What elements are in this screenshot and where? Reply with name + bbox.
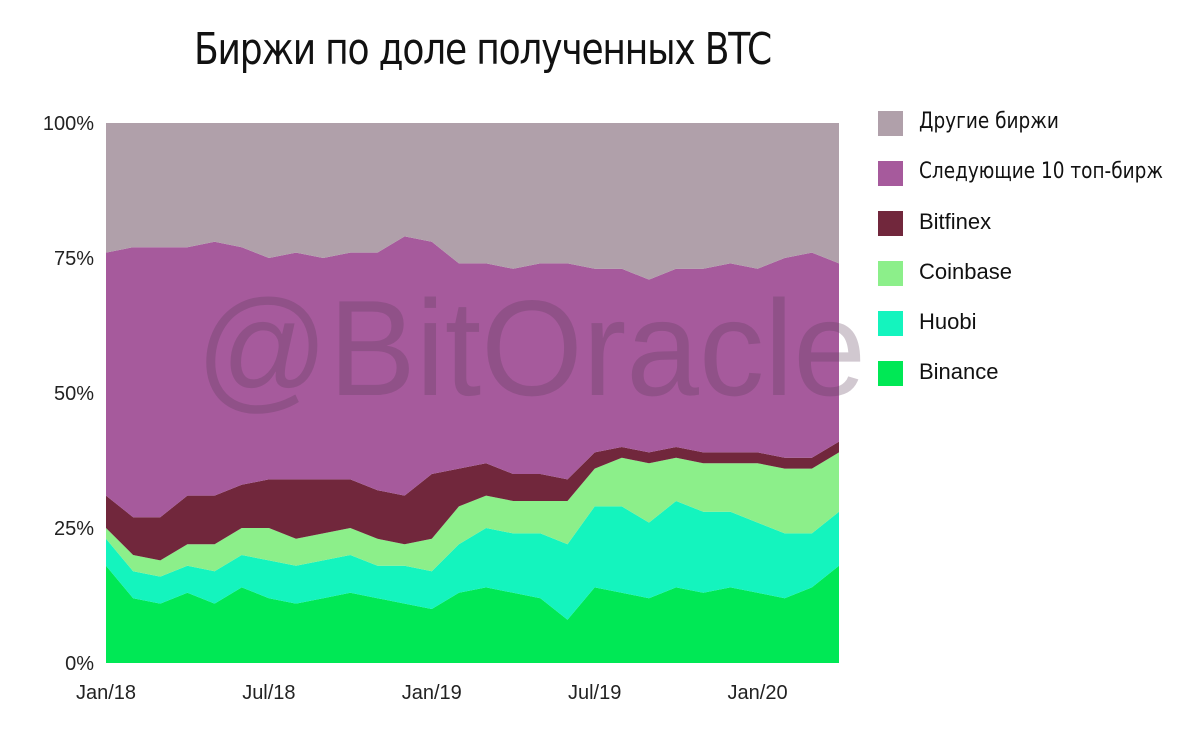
legend-label: Binance [919, 359, 999, 384]
x-axis-ticks: Jan/18 Jul/18 Jan/19 Jul/19 Jan/20 [76, 682, 788, 704]
watermark: @BitOracle [196, 272, 866, 424]
legend-swatch [878, 211, 903, 236]
legend-label: Следующие 10 топ-бирж [919, 159, 1164, 184]
chart-title: Биржи по доле полученных BTC [194, 24, 772, 75]
legend-swatch [878, 111, 903, 136]
legend-label: Coinbase [919, 259, 1012, 284]
legend-label: Huobi [919, 309, 977, 334]
y-axis-ticks: 0% 25% 50% 75% 100% [43, 113, 94, 675]
x-tick-label: Jul/18 [242, 682, 295, 704]
y-tick-label: 25% [54, 518, 94, 540]
area-series-coinbase [106, 452, 839, 577]
legend-swatch [878, 361, 903, 386]
y-tick-label: 100% [43, 113, 94, 135]
area-series-group [106, 123, 839, 663]
y-tick-label: 75% [54, 248, 94, 270]
x-tick-label: Jul/19 [568, 682, 621, 704]
x-tick-label: Jan/18 [76, 682, 136, 704]
area-series-другие-биржи [106, 123, 839, 280]
legend-swatch [878, 261, 903, 286]
area-series-следующие-10-топ-бирж [106, 236, 839, 518]
legend-swatch [878, 161, 903, 186]
legend-swatch [878, 311, 903, 336]
area-series-bitfinex [106, 441, 839, 561]
y-tick-label: 50% [54, 383, 94, 405]
area-series-binance [106, 565, 839, 663]
y-tick-label: 0% [65, 653, 94, 675]
x-tick-label: Jan/20 [728, 682, 788, 704]
legend-label: Другие биржи [919, 109, 1059, 134]
area-series-huobi [106, 501, 839, 620]
x-tick-label: Jan/19 [402, 682, 462, 704]
legend-label: Bitfinex [919, 209, 992, 234]
